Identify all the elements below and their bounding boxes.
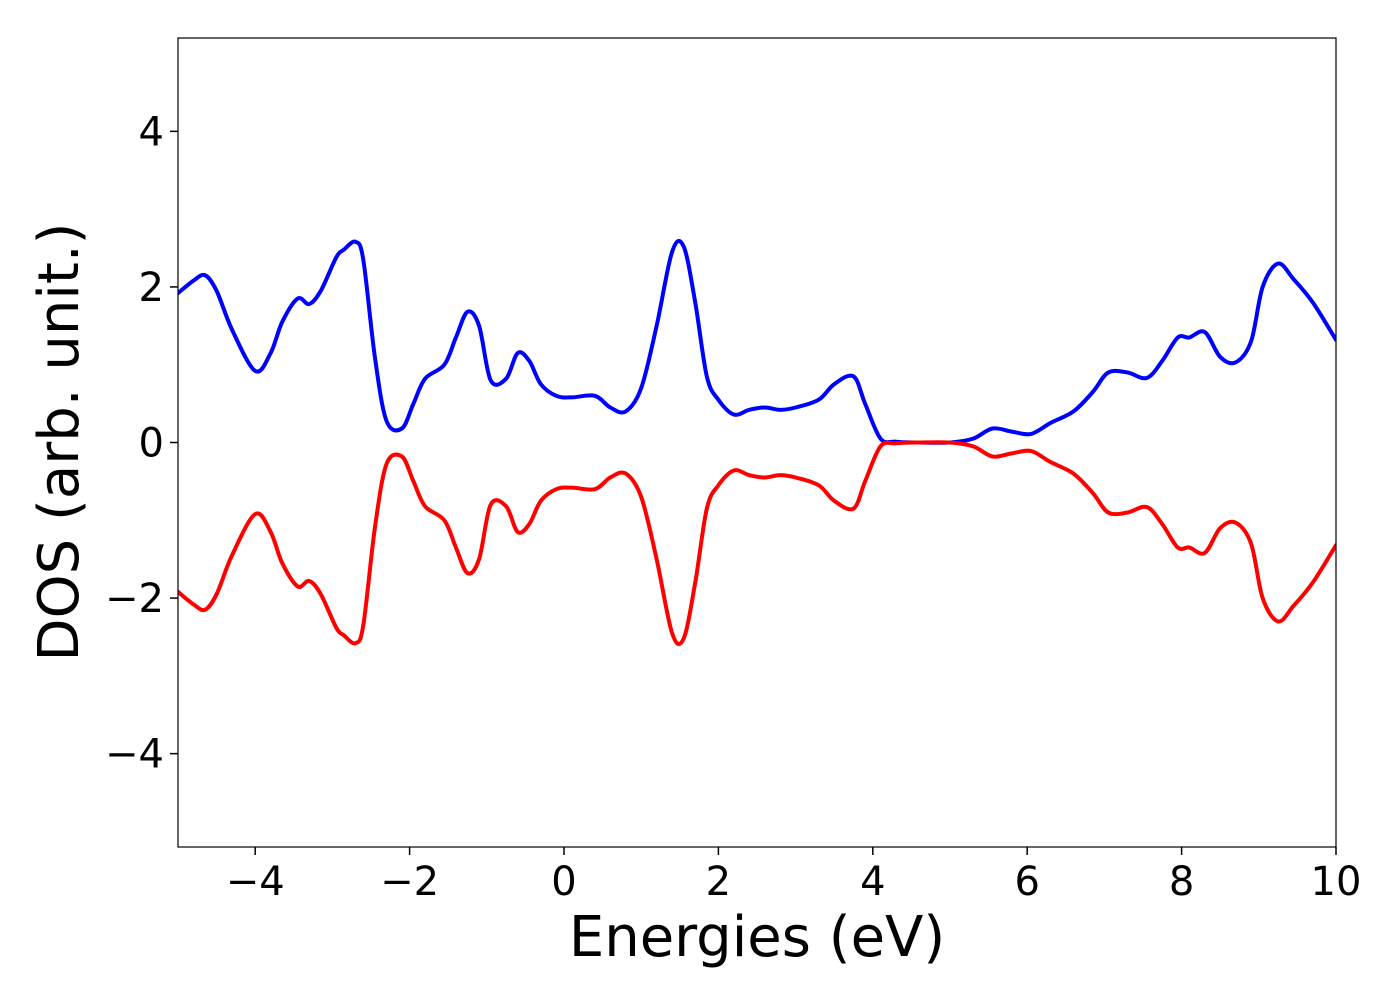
x-tick-label: 4 (860, 859, 885, 905)
x-tick-label: 2 (706, 859, 731, 905)
y-axis-label: DOS (arb. unit.) (27, 222, 92, 661)
x-tick-label: −4 (226, 859, 285, 905)
x-axis-ticks: −4 −2 0 2 4 6 8 10 (226, 847, 1362, 905)
spin-up-dos-line (178, 239, 1336, 445)
x-tick-label: 6 (1014, 859, 1039, 905)
y-tick-label: −2 (105, 576, 164, 622)
series-layer (178, 239, 1336, 646)
x-axis-label: Energies (eV) (569, 905, 945, 970)
plot-frame (177, 37, 1337, 848)
x-tick-label: 0 (551, 859, 576, 905)
y-tick-label: 0 (139, 421, 164, 467)
x-tick-label: 8 (1169, 859, 1194, 905)
x-tick-label: −2 (380, 859, 439, 905)
y-tick-label: −4 (105, 732, 164, 778)
y-axis-ticks: −4 −2 0 2 4 (105, 109, 178, 778)
x-tick-label: 10 (1311, 859, 1362, 905)
spin-down-dos-line (178, 440, 1336, 646)
y-tick-label: 2 (139, 265, 164, 311)
y-tick-label: 4 (139, 109, 164, 155)
